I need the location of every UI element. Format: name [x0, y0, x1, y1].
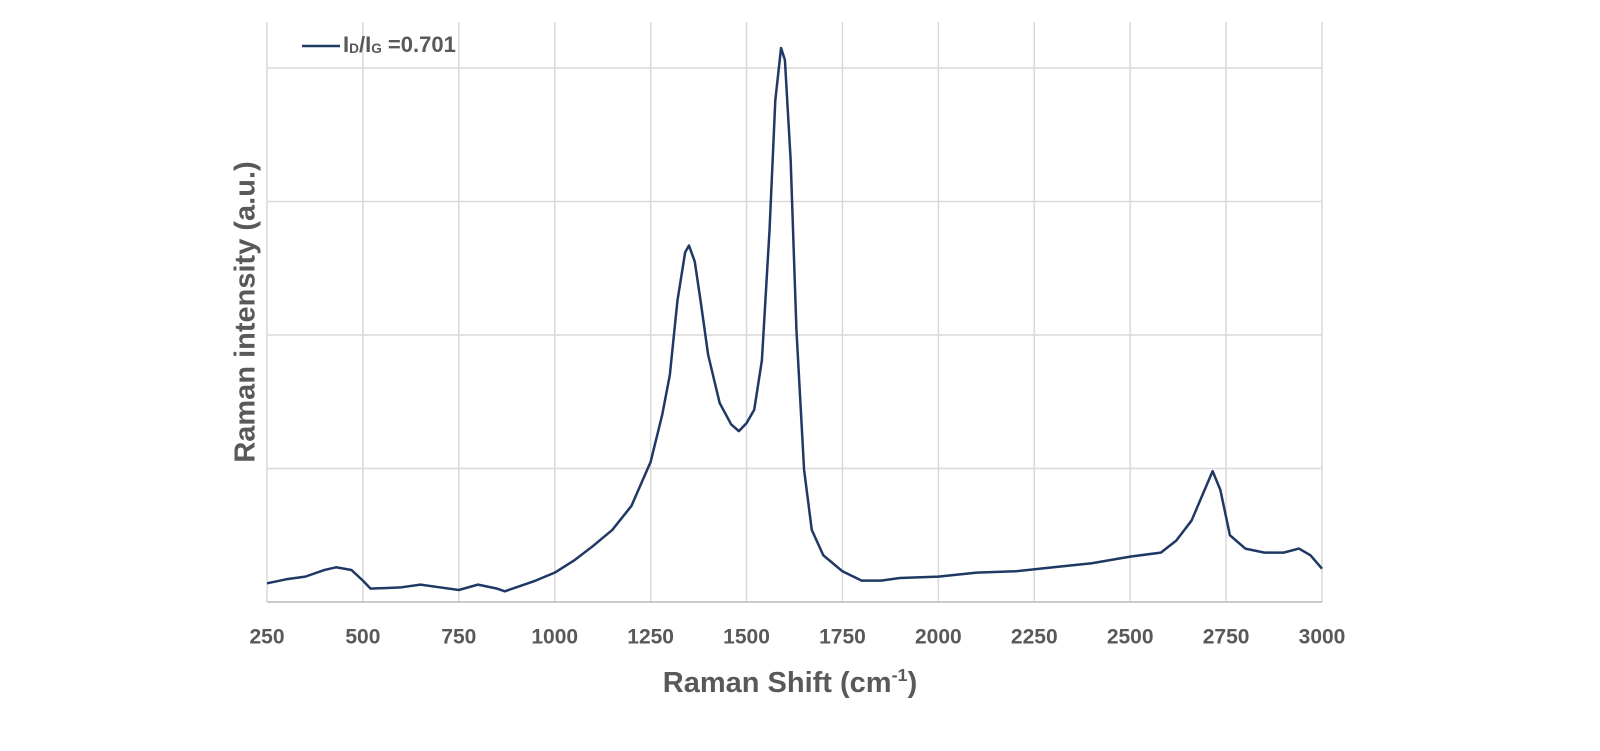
x-tick-label: 250 — [249, 626, 284, 649]
x-tick-label: 2000 — [915, 626, 962, 649]
y-axis-title: Raman intensity (a.u.) — [230, 161, 262, 462]
x-tick-label: 1250 — [627, 626, 674, 649]
x-tick-label: 500 — [345, 626, 380, 649]
x-axis-title: Raman Shift (cm-1) — [663, 665, 917, 699]
x-tick-label: 3000 — [1299, 626, 1346, 649]
x-tick-label: 1000 — [531, 626, 578, 649]
x-tick-label: 2250 — [1011, 626, 1058, 649]
legend-label: ID/IG =0.701 — [343, 32, 456, 57]
data-line — [266, 46, 1323, 593]
x-tick-label: 750 — [441, 626, 476, 649]
x-tick-label: 2500 — [1107, 626, 1154, 649]
x-tick-label: 1750 — [819, 626, 866, 649]
x-tick-label: 1500 — [723, 626, 770, 649]
x-tick-label: 2750 — [1203, 626, 1250, 649]
